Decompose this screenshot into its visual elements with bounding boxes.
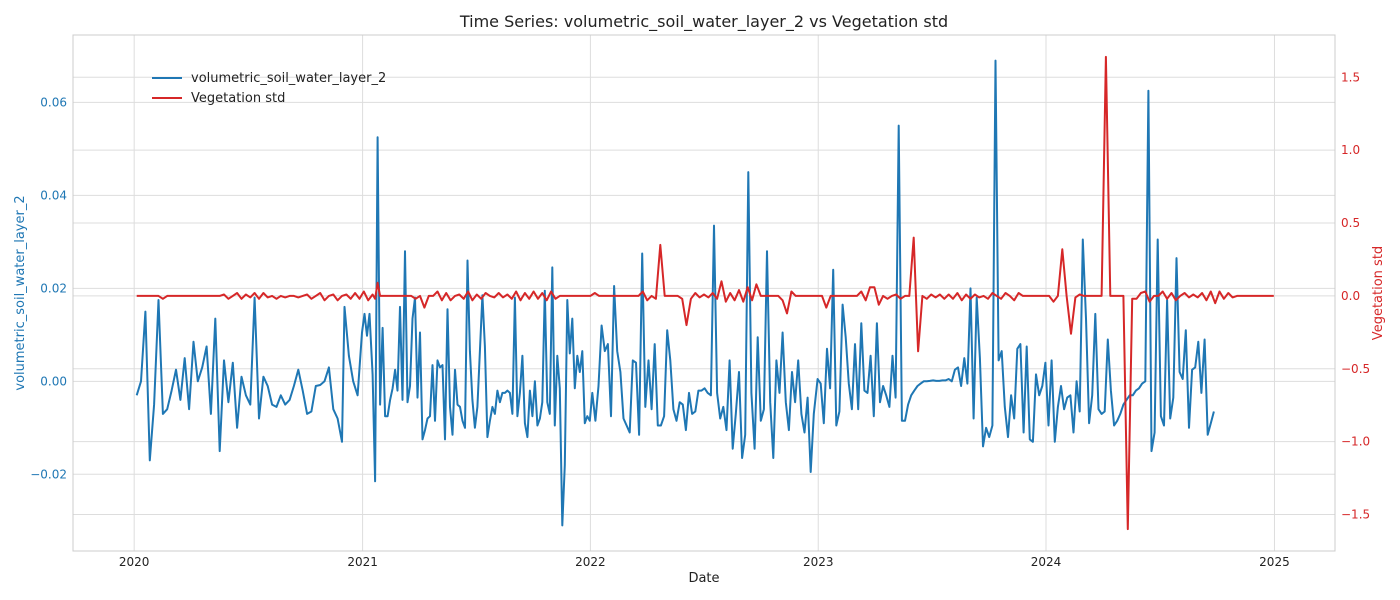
x-axis-ticks: 2020 2021 2022 2023 2024 2025 [119, 555, 1290, 569]
x-tick-label: 2023 [803, 555, 834, 569]
y-right-tick-label: 1.0 [1341, 143, 1360, 157]
plot-frame [72, 34, 1336, 552]
right-y-axis-title: Vegetation std [1371, 246, 1386, 340]
x-tick-label: 2024 [1031, 555, 1062, 569]
legend-label-soil-water: volumetric_soil_water_layer_2 [191, 71, 386, 86]
y-right-tick-label: 0.5 [1341, 216, 1360, 230]
y-right-tick-label: −1.5 [1341, 508, 1370, 522]
right-y-axis-ticks: −1.5 −1.0 −0.5 0.0 0.5 1.0 1.5 [1341, 70, 1370, 521]
soil-water-line [135, 59, 1215, 527]
x-tick-label: 2025 [1259, 555, 1290, 569]
y-right-tick-label: −0.5 [1341, 362, 1370, 376]
x-axis-title: Date [688, 571, 719, 586]
series-layer [135, 55, 1274, 531]
y-right-tick-label: 1.5 [1341, 70, 1360, 84]
y-left-tick-label: 0.04 [40, 188, 67, 202]
y-right-tick-label: 0.0 [1341, 289, 1360, 303]
y-left-tick-label: 0.02 [40, 281, 67, 295]
y-right-tick-label: −1.0 [1341, 435, 1370, 449]
chart-title: Time Series: volumetric_soil_water_layer… [459, 12, 948, 32]
x-tick-label: 2022 [575, 555, 606, 569]
x-tick-label: 2020 [119, 555, 150, 569]
y-left-tick-label: −0.02 [30, 467, 67, 481]
left-y-axis-title: volumetric_soil_water_layer_2 [13, 195, 28, 390]
y-left-tick-label: 0.06 [40, 95, 67, 109]
x-tick-label: 2021 [347, 555, 378, 569]
legend: volumetric_soil_water_layer_2 Vegetation… [152, 71, 386, 106]
y-left-tick-label: 0.00 [40, 374, 67, 388]
legend-label-vegetation-std: Vegetation std [191, 91, 285, 106]
vegetation-std-line [136, 55, 1274, 531]
left-y-axis-ticks: −0.02 0.00 0.02 0.04 0.06 [30, 95, 67, 481]
